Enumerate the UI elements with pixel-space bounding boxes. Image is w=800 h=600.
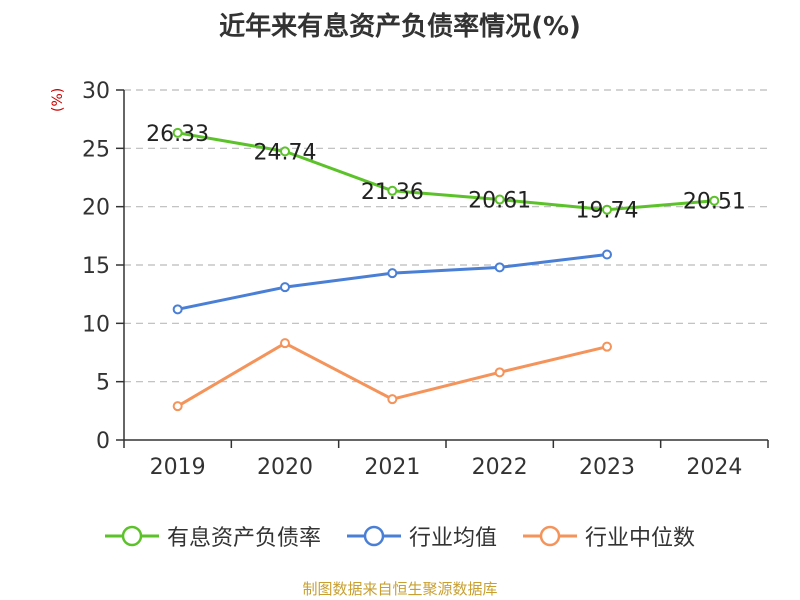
data-label: 21.36 <box>361 180 424 205</box>
data-point <box>172 127 183 138</box>
x-tick-label: 2019 <box>150 455 206 480</box>
x-tick-label: 2022 <box>472 455 528 480</box>
data-point <box>280 338 290 349</box>
y-tick-label: 25 <box>82 137 110 162</box>
legend-label-debt-ratio: 有息资产负债率 <box>166 526 321 551</box>
legend-label-industry-mean: 行业均值 <box>408 526 497 551</box>
x-tick-label: 2020 <box>257 455 313 480</box>
data-label: 20.51 <box>683 190 746 215</box>
legend-label-industry-median: 行业中位数 <box>585 526 696 551</box>
legend-item-debt-ratio[interactable]: 有息资产负债率 <box>104 520 321 552</box>
data-point <box>602 341 612 352</box>
data-label: 19.74 <box>576 199 639 224</box>
x-tick-label: 2023 <box>579 455 635 480</box>
data-point <box>387 394 398 405</box>
data-point <box>387 185 398 196</box>
data-point <box>494 262 505 273</box>
data-label: 26.33 <box>146 122 209 147</box>
data-point <box>602 249 612 260</box>
y-tick-label: 5 <box>96 371 110 396</box>
y-tick-label: 20 <box>82 196 110 221</box>
legend-item-industry-median[interactable]: 行业中位数 <box>523 520 695 552</box>
legend-marker-debt-ratio <box>104 525 159 547</box>
y-tick-label: 15 <box>82 254 110 279</box>
data-point <box>280 282 290 293</box>
data-point <box>280 146 290 157</box>
x-tick-label: 2024 <box>686 455 742 480</box>
series-line-1 <box>177 253 608 311</box>
data-point <box>602 204 612 215</box>
series-line-0 <box>177 131 715 212</box>
legend-item-industry-mean[interactable]: 行业均值 <box>346 520 497 552</box>
y-tick-label: 0 <box>96 429 110 454</box>
y-tick-label: 10 <box>82 312 110 337</box>
data-point <box>172 401 183 412</box>
data-point <box>494 367 505 378</box>
legend-marker-industry-median <box>523 525 577 547</box>
chart-title: 近年来有息资产负债率情况(%) <box>219 12 581 42</box>
data-point <box>387 268 398 279</box>
data-point <box>172 304 183 315</box>
data-point <box>709 195 720 206</box>
data-label: 24.74 <box>254 140 317 165</box>
legend: 有息资产负债率 行业均值 行业中位数 <box>0 520 800 552</box>
legend-marker-industry-mean <box>346 525 401 547</box>
x-tick-label: 2021 <box>364 455 420 480</box>
y-tick-label: 30 <box>82 79 110 104</box>
data-point <box>494 194 505 205</box>
data-label: 20.61 <box>468 189 531 214</box>
data-source-note: 制图数据来自恒生聚源数据库 <box>302 580 498 598</box>
